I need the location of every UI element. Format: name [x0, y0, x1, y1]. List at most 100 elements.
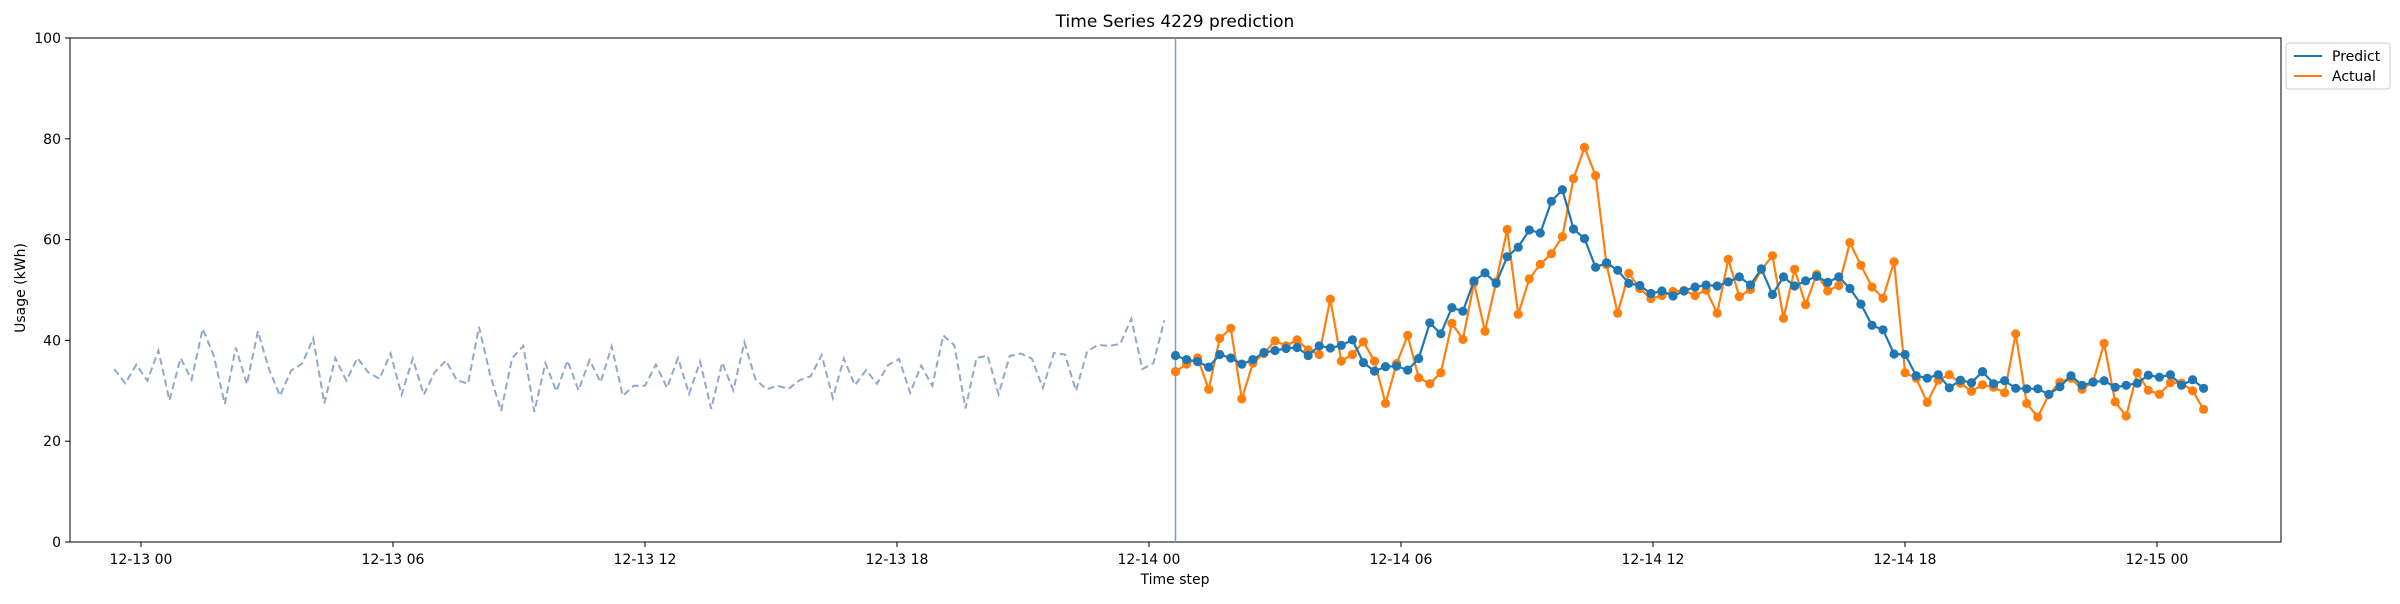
predict-point — [2044, 389, 2054, 399]
predict-point — [1668, 291, 1678, 301]
predict-point — [2132, 378, 2142, 388]
predict-point — [1657, 286, 1667, 296]
legend-label-actual: Actual — [2332, 69, 2376, 85]
predict-point — [1392, 361, 1402, 371]
actual-point — [1712, 308, 1722, 318]
predict-point — [1712, 281, 1722, 291]
y-tick-label: 60 — [43, 233, 61, 249]
actual-point — [1347, 349, 1357, 360]
actual-point — [1414, 373, 1424, 383]
x-tick-label: 12-13 06 — [362, 552, 425, 568]
predict-point — [1226, 353, 1236, 363]
actual-point — [2011, 329, 2021, 339]
predict-point — [1325, 343, 1335, 353]
actual-point — [2165, 378, 2175, 388]
predict-point — [1878, 325, 1888, 335]
predict-point — [1524, 225, 1534, 235]
actual-point — [1767, 251, 1778, 261]
actual-point — [1856, 260, 1866, 270]
actual-point — [1591, 171, 1601, 181]
predict-point — [1215, 349, 1225, 360]
predict-point — [1380, 362, 1391, 372]
y-tick-label: 80 — [43, 132, 61, 148]
x-tick-label: 12-14 12 — [1622, 552, 1685, 568]
predict-point — [1989, 379, 1999, 389]
predict-point — [1867, 320, 1877, 330]
actual-point — [1535, 259, 1545, 269]
y-tick-label: 40 — [43, 333, 61, 349]
actual-point — [2188, 386, 2198, 396]
legend: Predict Actual — [2285, 42, 2391, 90]
actual-point — [1380, 398, 1391, 408]
actual-point — [1447, 318, 1457, 328]
predict-point — [1745, 280, 1755, 290]
predict-point — [2154, 372, 2164, 382]
actual-point — [1690, 290, 1700, 301]
actual-point — [1480, 326, 1490, 336]
predict-point — [2011, 383, 2021, 393]
predict-point — [2143, 370, 2153, 380]
predict-point — [1369, 366, 1380, 376]
actual-point — [1613, 308, 1623, 318]
actual-point — [1237, 394, 1247, 404]
predict-point — [1480, 268, 1490, 278]
y-tick-label: 20 — [43, 434, 61, 450]
actual-point — [1900, 368, 1910, 378]
y-axis-label: Usage (kWh) — [13, 243, 29, 333]
predict-point — [1170, 350, 1181, 361]
predict-point — [1193, 357, 1203, 367]
chart-title: Time Series 4229 prediction — [1055, 12, 1295, 32]
actual-point — [1845, 238, 1855, 248]
predict-point — [1491, 278, 1501, 288]
x-tick-label: 12-13 00 — [110, 552, 173, 568]
actual-point — [1778, 313, 1789, 323]
predict-point — [1336, 340, 1346, 350]
predict-point — [1944, 383, 1954, 393]
y-tick-label: 100 — [34, 31, 61, 47]
actual-point — [1226, 323, 1236, 333]
actual-point — [1867, 282, 1877, 292]
actual-point — [1170, 367, 1181, 377]
actual-point — [1944, 370, 1954, 380]
predict-point — [2165, 370, 2175, 380]
actual-point — [1878, 293, 1888, 303]
x-axis-label: Time step — [1140, 572, 1210, 588]
predict-point — [1513, 242, 1523, 252]
actual-point — [1790, 264, 1800, 274]
predict-point — [1270, 345, 1280, 356]
predict-point — [1358, 358, 1368, 368]
predict-point — [1579, 234, 1590, 244]
actual-point — [1524, 274, 1534, 284]
predict-point — [1734, 272, 1744, 282]
predict-point — [1701, 280, 1711, 290]
actual-point — [1336, 356, 1346, 366]
predict-point — [1823, 277, 1833, 287]
predict-point — [1436, 329, 1446, 339]
predict-point — [1347, 335, 1357, 345]
actual-point — [1834, 280, 1844, 291]
predict-point — [1314, 341, 1324, 351]
predict-point — [1281, 343, 1291, 354]
actual-point — [1215, 333, 1225, 343]
actual-point — [1458, 334, 1468, 344]
predict-point — [2110, 382, 2120, 392]
actual-point — [1624, 268, 1634, 278]
actual-point — [1922, 397, 1932, 407]
actual-point — [2000, 388, 2010, 398]
predict-point — [1535, 228, 1545, 238]
actual-point — [1579, 142, 1590, 152]
history-line — [113, 315, 1166, 413]
actual-point — [2143, 385, 2153, 395]
predict-point — [2033, 384, 2043, 394]
y-tick-label: 0 — [52, 535, 61, 551]
actual-point — [1734, 292, 1744, 302]
actual-point — [1204, 384, 1214, 394]
predict-point — [1889, 349, 1899, 359]
predict-point — [1447, 303, 1457, 313]
actual-point — [1723, 254, 1733, 264]
predict-point — [1679, 286, 1689, 296]
predict-point — [1613, 265, 1623, 275]
actual-point — [2099, 338, 2109, 348]
predict-point — [1933, 370, 1943, 380]
